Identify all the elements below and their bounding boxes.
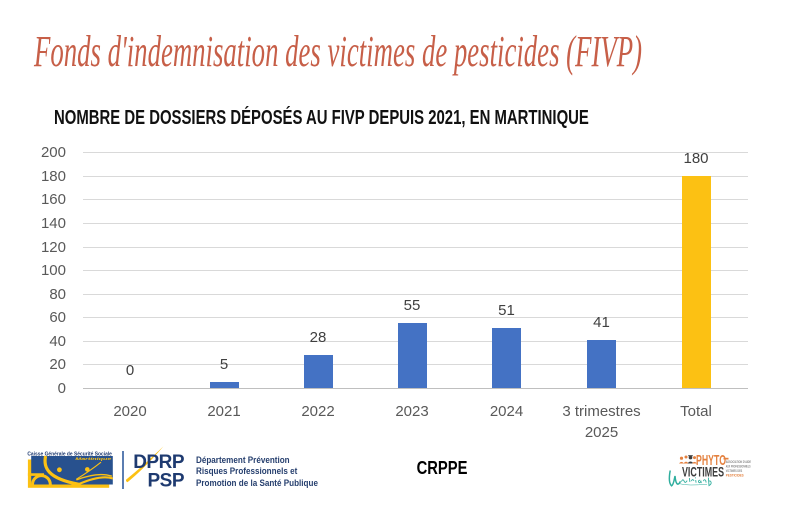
svg-text:Martinique: Martinique <box>75 456 112 461</box>
svg-text:PHYTO: PHYTO <box>696 452 726 469</box>
svg-text:PSP: PSP <box>147 471 184 492</box>
svg-text:Fonds d'indemnisation des vict: Fonds d'indemnisation des victimes de pe… <box>33 27 642 76</box>
svg-text:VICTIMES DES: VICTIMES DES <box>726 469 743 473</box>
svg-text:Caisse Générale de Sécurité So: Caisse Générale de Sécurité Sociale <box>27 451 112 457</box>
svg-text:DPRP: DPRP <box>133 452 185 473</box>
svg-text:VICTIMES: VICTIMES <box>682 463 724 479</box>
svg-text:AUX PROFESSIONNELS: AUX PROFESSIONNELS <box>726 464 751 468</box>
svg-text:ASSOCIATION D'AIDE: ASSOCIATION D'AIDE <box>726 460 752 464</box>
svg-text:PESTICIDES: PESTICIDES <box>726 473 744 477</box>
